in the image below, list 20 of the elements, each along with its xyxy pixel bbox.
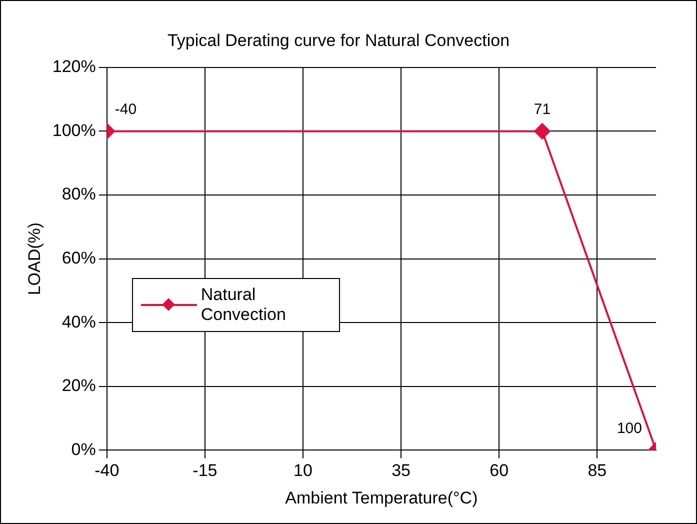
legend-label: Natural Convection [200,284,287,325]
annotation: 100 [616,420,642,437]
y-tick-label: 120% [52,57,96,76]
x-tick-label: 60 [490,461,509,480]
annotation: -40 [114,100,137,118]
x-tick-label: -15 [192,461,218,480]
y-tick-label: 0% [71,440,96,459]
x-tick-label: 10 [294,461,312,480]
x-axis-title: Ambient Temperature(°C) [285,488,478,508]
y-tick-label: 20% [62,376,96,396]
y-tick-label: 40% [62,312,96,332]
chart-title: Typical Derating curve for Natural Convection [167,30,510,50]
y-tick-label: 80% [62,184,96,204]
annotation: 71 [534,100,551,118]
x-tick-label: -40 [94,461,120,480]
x-tick-label: 35 [392,461,411,480]
y-tick-label: 100% [52,120,96,140]
y-axis-title: LOAD(%) [24,222,44,296]
x-tick-label: 85 [588,461,607,480]
y-tick-label: 60% [62,248,96,268]
